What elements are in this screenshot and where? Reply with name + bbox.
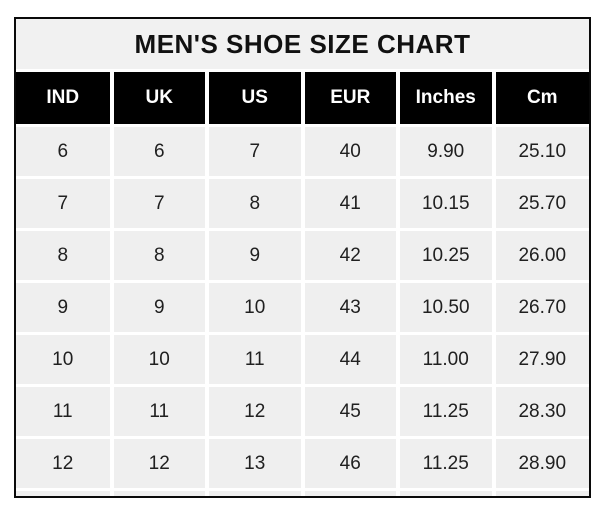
table-cell: 12	[207, 384, 305, 438]
table-cell: 41	[302, 176, 400, 230]
table-cell: 11.25	[398, 384, 496, 438]
table-cell: 10.25	[398, 228, 496, 282]
table-cell: 11	[111, 384, 209, 438]
column-header-inches: Inches	[398, 72, 496, 126]
table-stub-cell	[398, 488, 496, 496]
table-cell: 42	[302, 228, 400, 282]
table-cell: 25.70	[493, 176, 589, 230]
table-stub-cell	[493, 488, 589, 496]
table-cell: 9	[207, 228, 305, 282]
table-stub-row	[16, 488, 589, 496]
table-cell: 10	[207, 280, 305, 334]
table-row: 6 6 7 40 9.90 25.10	[16, 124, 589, 178]
table-cell: 9.90	[398, 124, 496, 178]
table-cell: 12	[16, 436, 114, 490]
shoe-size-chart: MEN'S SHOE SIZE CHART IND UK US EUR Inches Cm…	[14, 17, 591, 498]
table-header-row: IND UK US EUR Inches Cm	[16, 72, 589, 126]
table-stub-cell	[302, 488, 400, 496]
table-cell: 11.25	[398, 436, 496, 490]
column-header-cm: Cm	[493, 72, 589, 126]
table-cell: 7	[111, 176, 209, 230]
table-stub-cell	[16, 488, 114, 496]
table-row: 12 12 13 46 11.25 28.90	[16, 436, 589, 490]
table-cell: 43	[302, 280, 400, 334]
table-cell: 10	[111, 332, 209, 386]
table-cell: 10	[16, 332, 114, 386]
column-header-us: US	[207, 72, 305, 126]
page-title: MEN'S SHOE SIZE CHART	[16, 19, 589, 72]
table-cell: 9	[16, 280, 114, 334]
table-cell: 8	[207, 176, 305, 230]
table-cell: 27.90	[493, 332, 589, 386]
table-cell: 8	[16, 228, 114, 282]
table-cell: 12	[111, 436, 209, 490]
table-stub-cell	[207, 488, 305, 496]
table-cell: 8	[111, 228, 209, 282]
table-row: 10 10 11 44 11.00 27.90	[16, 332, 589, 386]
table-row: 8 8 9 42 10.25 26.00	[16, 228, 589, 282]
table-cell: 26.00	[493, 228, 589, 282]
table-cell: 45	[302, 384, 400, 438]
table-cell: 7	[207, 124, 305, 178]
table-cell: 28.30	[493, 384, 589, 438]
table-cell: 25.10	[493, 124, 589, 178]
table-cell: 46	[302, 436, 400, 490]
table-cell: 6	[111, 124, 209, 178]
column-header-uk: UK	[111, 72, 209, 126]
table-cell: 13	[207, 436, 305, 490]
table-cell: 10.15	[398, 176, 496, 230]
table-cell: 26.70	[493, 280, 589, 334]
table-cell: 7	[16, 176, 114, 230]
column-header-eur: EUR	[302, 72, 400, 126]
table-cell: 11.00	[398, 332, 496, 386]
table-cell: 6	[16, 124, 114, 178]
table-row: 9 9 10 43 10.50 26.70	[16, 280, 589, 334]
column-header-ind: IND	[16, 72, 114, 126]
table-cell: 11	[16, 384, 114, 438]
table-cell: 9	[111, 280, 209, 334]
table-row: 11 11 12 45 11.25 28.30	[16, 384, 589, 438]
table-cell: 10.50	[398, 280, 496, 334]
table-cell: 28.90	[493, 436, 589, 490]
size-conversion-table: IND UK US EUR Inches Cm 6 6 7 40 9.90 25.10 7 7 8 41 10…	[16, 72, 589, 496]
table-stub-cell	[111, 488, 209, 496]
table-row: 7 7 8 41 10.15 25.70	[16, 176, 589, 230]
table-cell: 44	[302, 332, 400, 386]
table-cell: 40	[302, 124, 400, 178]
table-cell: 11	[207, 332, 305, 386]
